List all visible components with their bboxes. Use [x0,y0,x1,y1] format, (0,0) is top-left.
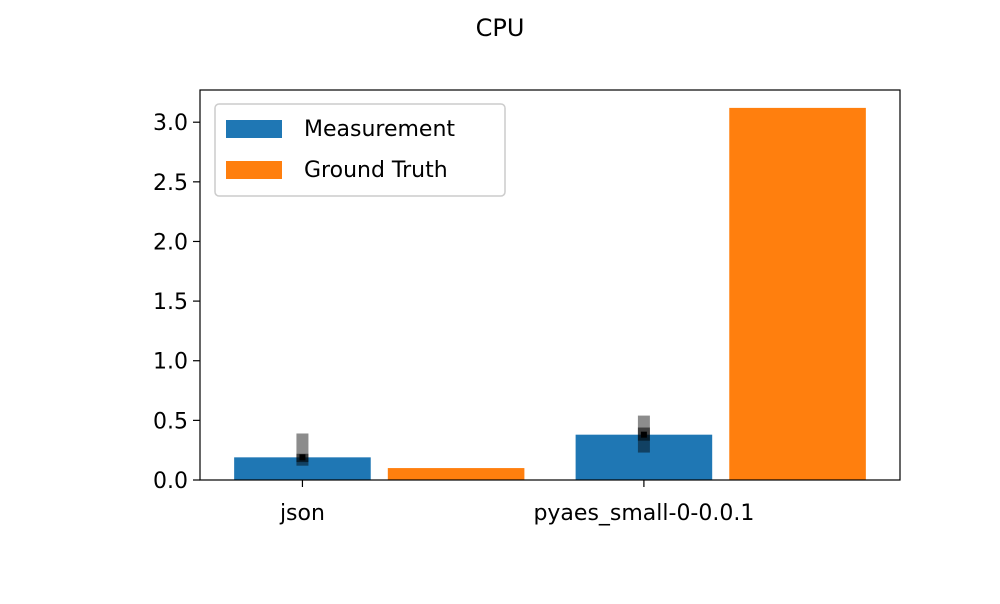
y-tick-label-5: 2.5 [153,171,188,196]
plot-frame [199,89,901,481]
y-tick-label-4: 2.0 [153,230,188,255]
bar-measurement-1 [575,434,713,480]
bar-ground-truth-0 [387,468,525,480]
error-median-0 [299,454,306,461]
legend: Measurement Ground Truth [214,103,506,197]
x-tick-label-0: json [279,501,325,526]
y-tick-label-3: 1.5 [153,290,188,315]
y-tick-label-0: 0.0 [153,469,188,494]
x-tick-label-1: pyaes_small-0-0.0.1 [533,501,754,526]
legend-label-0: Measurement [304,117,455,142]
y-tick-label-6: 3.0 [153,111,188,136]
error-median-1 [640,431,647,438]
legend-box [214,103,506,197]
y-tick-label-1: 0.5 [153,409,188,434]
y-tick-label-2: 1.0 [153,350,188,375]
legend-swatch-0 [226,120,282,138]
legend-swatch-1 [226,161,282,179]
axes: 0.0 0.5 1.0 1.5 2.0 2.5 3.0 json pyaes_small-0-0… [153,89,901,526]
chart-title: CPU [476,14,525,42]
bar-ground-truth-1 [729,107,866,481]
bar-measurement-0 [234,457,371,480]
legend-label-1: Ground Truth [304,158,448,183]
plot-area [234,107,866,481]
